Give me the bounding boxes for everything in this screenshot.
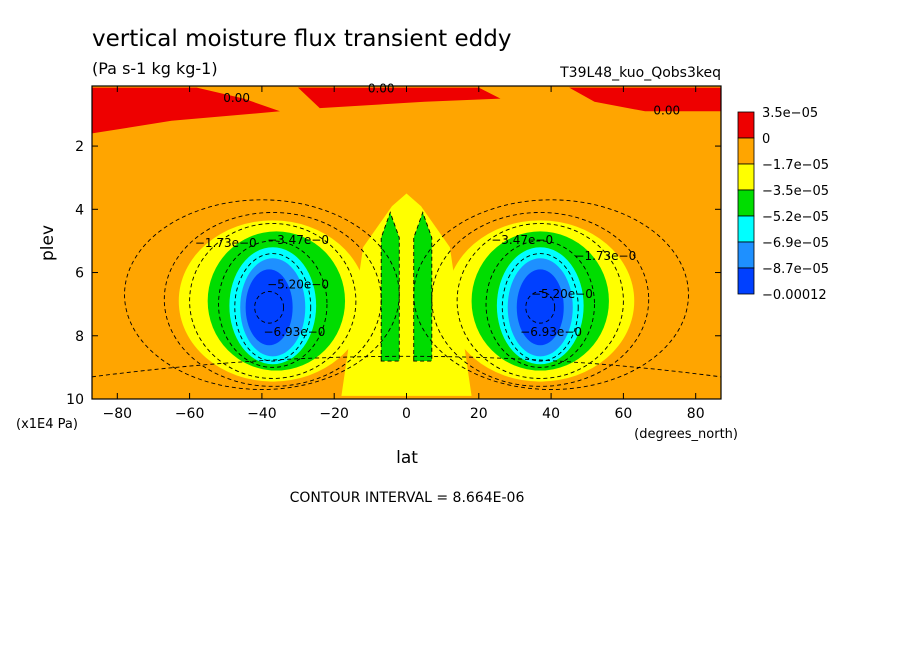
colorbar-label: −5.2e−05 <box>762 210 829 225</box>
contour-line <box>456 223 624 379</box>
colorbar-label: 3.5e−05 <box>762 106 818 121</box>
x-tick-label: 0 <box>402 406 411 422</box>
colorbar-label: −8.7e−05 <box>762 262 829 277</box>
x-tick-label: −20 <box>319 406 349 422</box>
contour-line <box>525 291 556 324</box>
x-tick-label: −60 <box>175 406 205 422</box>
contour-fill-top-red <box>92 87 280 134</box>
colorbar-swatch <box>737 215 755 243</box>
contour-line <box>189 223 357 379</box>
chart-title: vertical moisture flux transient eddy <box>92 26 511 52</box>
colorbar-swatch <box>737 189 755 217</box>
contour-line <box>413 211 433 362</box>
contour-labels: 0.00 0.00 0.00 −1.73e−0 −3.47e−0 −5.20e−0 −6.9… <box>195 81 680 338</box>
x-axis-label: lat <box>396 448 418 468</box>
y-tick-label: 10 <box>66 392 84 408</box>
contour-label: −3.47e−0 <box>491 233 553 247</box>
colorbar-swatch <box>737 163 755 191</box>
contour-label: −5.20e−0 <box>531 287 593 301</box>
contour-line <box>431 212 650 387</box>
x-axis-units: (degrees_north) <box>634 427 738 442</box>
colorbar-swatch <box>737 267 755 295</box>
y-axis-label: plev <box>38 225 58 261</box>
contour-label: 0.00 <box>653 103 680 117</box>
x-axis: −80 −60 −40 −20 0 20 40 60 80 <box>103 86 705 422</box>
y-axis: 2 4 6 8 10 <box>66 139 721 408</box>
contour-label: −1.73e−0 <box>574 249 636 263</box>
colorbar-label: 0 <box>762 132 770 147</box>
contour-fill-center-green <box>381 212 400 362</box>
contour-line <box>163 212 382 387</box>
contour-line <box>254 291 285 324</box>
contour-fill-top-red <box>569 87 721 112</box>
y-tick-label: 2 <box>75 139 84 155</box>
x-tick-label: −40 <box>247 406 277 422</box>
x-tick-label: 20 <box>470 406 488 422</box>
y-tick-label: 4 <box>75 202 84 218</box>
contour-fill-region <box>516 269 564 346</box>
contour-line <box>91 355 722 378</box>
colorbar-label: −6.9e−05 <box>762 236 829 251</box>
contour-label: −6.93e−0 <box>520 325 582 339</box>
colorbar-label: −0.00012 <box>762 288 827 303</box>
contour-lines <box>91 199 722 390</box>
colorbar-label: −1.7e−05 <box>762 158 829 173</box>
chart-subtitle: (Pa s-1 kg kg-1) <box>92 59 218 78</box>
colorbar: 3.5e−05 0 −1.7e−05 −3.5e−05 −5.2e−05 −6.9e−05… <box>737 106 829 303</box>
contour-fill-region <box>245 269 293 346</box>
contour-label: 0.00 <box>223 91 250 105</box>
x-tick-label: 40 <box>542 406 560 422</box>
run-label: T39L48_kuo_Qobs3keq <box>559 65 721 81</box>
x-tick-label: 80 <box>687 406 705 422</box>
plot-area: 0.00 0.00 0.00 −1.73e−0 −3.47e−0 −5.20e−0 −6.9… <box>91 81 722 400</box>
contour-line <box>218 240 328 368</box>
colorbar-swatch <box>737 111 755 139</box>
y-axis-units: (x1E4 Pa) <box>16 417 78 432</box>
contour-fill-center-green <box>413 212 432 362</box>
contour-interval: CONTOUR INTERVAL = 8.664E-06 <box>290 490 525 506</box>
contour-line <box>485 240 595 368</box>
contour-line <box>501 253 579 362</box>
contour-label: −6.93e−0 <box>264 325 326 339</box>
y-tick-label: 8 <box>75 329 84 345</box>
contour-fill-top-red <box>298 87 501 109</box>
contour-fill-center-gap <box>401 288 412 355</box>
contour-line <box>234 253 312 362</box>
x-tick-label: −80 <box>103 406 133 422</box>
y-tick-label: 6 <box>75 266 84 282</box>
contour-label: 0.00 <box>368 81 395 95</box>
contour-label: −1.73e−0 <box>195 236 257 250</box>
contour-line <box>380 211 400 362</box>
contour-label: −3.47e−0 <box>267 233 329 247</box>
x-tick-label: 60 <box>614 406 632 422</box>
colorbar-swatch <box>737 241 755 269</box>
colorbar-swatch <box>737 137 755 165</box>
colorbar-label: −3.5e−05 <box>762 184 829 199</box>
contour-label: −5.20e−0 <box>267 277 329 291</box>
contour-fills <box>92 87 721 396</box>
